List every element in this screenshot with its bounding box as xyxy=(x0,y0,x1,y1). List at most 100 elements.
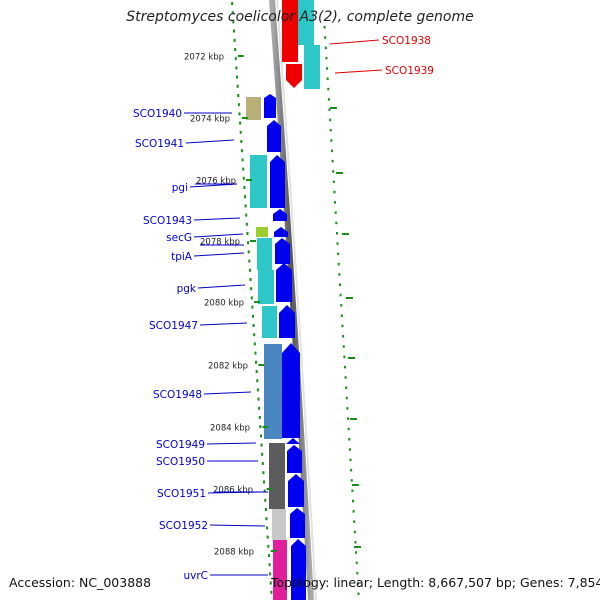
feature-block-secg[interactable] xyxy=(256,227,268,237)
gene-arrow-sco1949[interactable] xyxy=(286,438,300,444)
gene-label-pgk[interactable]: pgk xyxy=(177,283,197,295)
gene-label-sco1947[interactable]: SCO1947 xyxy=(149,320,198,332)
tick-mark xyxy=(258,406,261,410)
gene-arrow-sco1938[interactable] xyxy=(282,0,298,62)
tick-mark xyxy=(269,581,272,585)
left-tick-track xyxy=(231,2,273,594)
ruler-mark xyxy=(270,550,277,552)
gene-label-sco1952[interactable]: SCO1952 xyxy=(159,520,208,532)
gene-arrow-tpia[interactable] xyxy=(275,238,290,264)
tick-mark xyxy=(337,262,340,266)
tick-mark xyxy=(343,365,346,369)
tick-mark xyxy=(351,499,354,503)
tick-mark xyxy=(335,221,338,225)
feature-block-uvrc[interactable] xyxy=(273,540,287,600)
tick-mark xyxy=(240,149,243,153)
gene-arrow-sco1939[interactable] xyxy=(286,64,302,88)
tick-mark xyxy=(247,250,250,254)
ruler-mark xyxy=(266,488,273,490)
feature-block-sco1940[interactable] xyxy=(246,97,261,120)
gene-arrow-sco1943[interactable] xyxy=(273,209,287,221)
tick-mark xyxy=(349,458,352,462)
tick-mark xyxy=(257,397,260,401)
tick-mark xyxy=(259,434,262,438)
feature-block-sco1938[interactable] xyxy=(298,0,314,45)
tick-mark xyxy=(356,571,359,575)
tick-mark xyxy=(254,351,257,355)
tick-mark xyxy=(256,379,259,383)
gene-label-tpia[interactable]: tpiA xyxy=(171,251,193,263)
tick-mark xyxy=(239,130,242,134)
gene-label-sco1951[interactable]: SCO1951 xyxy=(157,488,206,500)
tick-mark xyxy=(263,480,266,484)
feature-block-sco1947[interactable] xyxy=(262,306,277,338)
gene-arrow-pgk[interactable] xyxy=(276,263,292,302)
gene-label-sco1939[interactable]: SCO1939 xyxy=(385,65,434,77)
genome-title: Streptomyces coelicolor A3(2), complete … xyxy=(126,9,474,25)
gene-arrow-sco1947[interactable] xyxy=(279,305,295,338)
tick-mark xyxy=(240,140,243,143)
gene-label-pgi[interactable]: pgi xyxy=(172,182,188,194)
tick-mark xyxy=(350,418,357,420)
tick-mark xyxy=(232,29,235,33)
feature-block-tpia[interactable] xyxy=(257,238,272,270)
tick-mark xyxy=(237,103,240,107)
tick-mark xyxy=(350,479,353,482)
tick-mark xyxy=(336,172,343,174)
feature-block-sco1948[interactable] xyxy=(264,344,282,439)
feature-block-sco1950[interactable] xyxy=(269,443,285,509)
gene-arrow-sco1951[interactable] xyxy=(288,474,304,507)
tick-mark xyxy=(331,159,334,163)
gene-label-uvrc[interactable]: uvrC xyxy=(183,570,208,582)
gene-label-sco1949[interactable]: SCO1949 xyxy=(156,439,205,451)
gene-arrow-sco1950[interactable] xyxy=(287,445,302,473)
connector-line xyxy=(203,391,252,395)
tick-mark xyxy=(261,462,264,465)
tick-mark xyxy=(249,278,252,281)
gene-arrow-sco1940[interactable] xyxy=(264,94,276,118)
tick-mark xyxy=(259,425,262,429)
tick-mark xyxy=(344,376,347,379)
tick-mark xyxy=(252,324,255,327)
tick-mark xyxy=(354,546,361,548)
tick-mark xyxy=(327,87,330,91)
tick-mark xyxy=(234,48,237,51)
tick-mark xyxy=(247,241,250,245)
tick-mark xyxy=(332,170,335,173)
feature-block-pgi[interactable] xyxy=(250,155,267,208)
gene-label-sco1941[interactable]: SCO1941 xyxy=(135,138,184,150)
tick-mark xyxy=(334,211,337,214)
kbp-ruler: 2072 kbp 2074 kbp 2076 kbp 2078 kbp 2080 kbp… xyxy=(184,53,277,558)
gene-label-sco1938[interactable]: SCO1938 xyxy=(382,35,431,47)
feature-block-pgk[interactable] xyxy=(258,270,274,304)
tick-mark xyxy=(234,57,237,61)
tick-mark xyxy=(245,222,248,226)
tick-mark xyxy=(340,304,343,307)
gene-label-sco1943[interactable]: SCO1943 xyxy=(143,215,192,227)
gene-arrow-sco1941[interactable] xyxy=(267,120,281,152)
gene-label-sco1948[interactable]: SCO1948 xyxy=(153,389,202,401)
gene-arrow-sco1948[interactable] xyxy=(282,343,300,438)
gene-label-sco1950[interactable]: SCO1950 xyxy=(156,456,205,468)
tick-mark xyxy=(231,11,234,15)
tick-mark xyxy=(342,335,345,338)
tick-mark xyxy=(339,293,342,297)
gene-arrow-uvrc[interactable] xyxy=(291,539,306,600)
gene-arrow-secg[interactable] xyxy=(274,227,288,237)
feature-block-sco1939[interactable] xyxy=(304,45,320,89)
gene-label-sco1940[interactable]: SCO1940 xyxy=(133,108,182,120)
feature-block-sco1952[interactable] xyxy=(272,509,286,540)
tick-mark xyxy=(328,108,331,111)
gene-arrow-sco1952[interactable] xyxy=(290,508,305,538)
tick-mark xyxy=(243,186,246,189)
tick-mark xyxy=(256,388,259,392)
tick-mark xyxy=(339,283,342,286)
gene-arrow-pgi[interactable] xyxy=(270,155,285,208)
tick-mark xyxy=(236,75,239,79)
gene-label-secg[interactable]: secG xyxy=(166,232,192,244)
tick-mark xyxy=(347,427,350,431)
tick-mark xyxy=(267,544,270,548)
topology-label: Topology: linear; Length: 8,667,507 bp; … xyxy=(271,575,600,590)
tick-mark xyxy=(336,242,339,245)
